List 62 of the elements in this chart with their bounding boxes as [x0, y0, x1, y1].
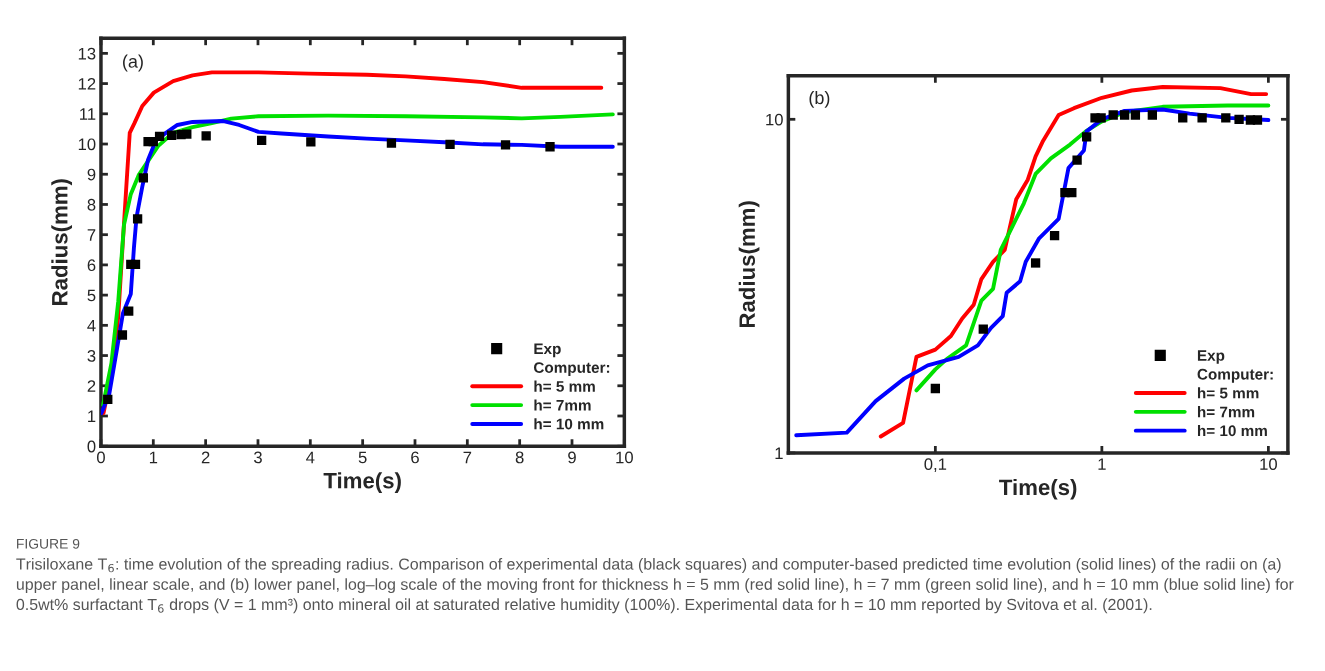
point: [306, 137, 316, 147]
y-tick-label: 9: [87, 168, 96, 181]
x-tick-label: 4: [306, 451, 315, 464]
point: [500, 140, 511, 150]
point: [166, 130, 177, 140]
y-tick-label: 2: [87, 380, 96, 392]
y-tick-label: 12: [78, 77, 96, 90]
annotation: (a): [123, 54, 143, 72]
y-axis-title: Radius(mm): [51, 179, 73, 305]
x-tick-label: 5: [358, 451, 367, 464]
legend-label: h= 7mm: [1197, 406, 1255, 418]
y-tick-label: 10: [78, 138, 96, 151]
x-tick-label: 9: [568, 451, 576, 464]
x-tick-label: 1: [1098, 458, 1106, 470]
legend-label: Exp: [1197, 350, 1225, 364]
legend-label: Exp: [534, 343, 561, 358]
point: [132, 214, 143, 224]
point: [545, 142, 555, 152]
y-tick-label: 13: [78, 47, 96, 60]
legend-label: h= 5 mm: [534, 380, 595, 392]
legend-label: h= 5 mm: [1197, 387, 1259, 399]
x-tick-label: 0: [96, 451, 105, 464]
point: [124, 306, 134, 316]
x-tick-label: 10: [616, 451, 633, 464]
x-tick-label: 1: [149, 451, 158, 464]
point: [256, 135, 267, 146]
legend-title: Computer:: [1197, 368, 1273, 383]
legend-label: h= 7mm: [534, 399, 591, 411]
y-tick-label: 6: [87, 259, 96, 272]
point: [201, 131, 211, 141]
point: [182, 129, 192, 139]
y-tick-label: 4: [87, 319, 96, 332]
y-tick-label: 7: [87, 229, 96, 241]
point: [138, 173, 149, 183]
x-axis-title: Time(s): [323, 472, 401, 493]
y-axis-title: Radius(mm): [738, 201, 760, 328]
x-tick-label: 2: [201, 451, 210, 464]
y-tick-label: 5: [87, 289, 96, 302]
annotation: (b): [809, 90, 830, 108]
y-tick-label: 8: [87, 198, 96, 211]
x-tick-label: 10: [1260, 458, 1277, 471]
point: [154, 131, 165, 142]
x-tick-label: 6: [411, 451, 419, 464]
x-tick-label: 0,1: [924, 458, 947, 472]
caption: FIGURE 9: [17, 538, 80, 549]
y-tick-label: 0: [87, 440, 96, 453]
x-tick-label: 7: [463, 451, 472, 464]
y-tick-label: 3: [87, 349, 96, 362]
y-tick-label: 1: [88, 410, 96, 423]
point: [386, 138, 397, 148]
legend-title: Computer:: [533, 362, 610, 376]
legend-label: h= 10 mm: [1197, 424, 1267, 437]
y-tick-label: 11: [80, 108, 96, 120]
point: [117, 330, 128, 340]
x-tick-label: 3: [253, 451, 262, 464]
point: [445, 139, 455, 149]
x-axis-title: Time(s): [999, 478, 1077, 500]
legend-label: h= 10 mm: [534, 418, 604, 430]
point: [130, 259, 141, 269]
text: Trisiloxane T$_{6}$: time evolution of the spreading radius. Comparison of experimental data (black squares) and computer-based predicted time evolution (solid lines) of the radii on (a) upper panel, linear scale, and (b) lower panel, log–log scale of the moving front for thickness h = 5 mm (red solid line), h = 7 mm (green solid line), and h = 10 mm (blue solid line) for 0.5wt% surfactant T$_{6}$ drops (V = 1 mm³) onto mineral oil at saturated relative humidity (100%). Experimental data for h = 10 mm reported by Svitova et al. (2001).: [16, 558, 1294, 614]
x-tick-label: 8: [515, 451, 524, 464]
point: [103, 394, 113, 405]
